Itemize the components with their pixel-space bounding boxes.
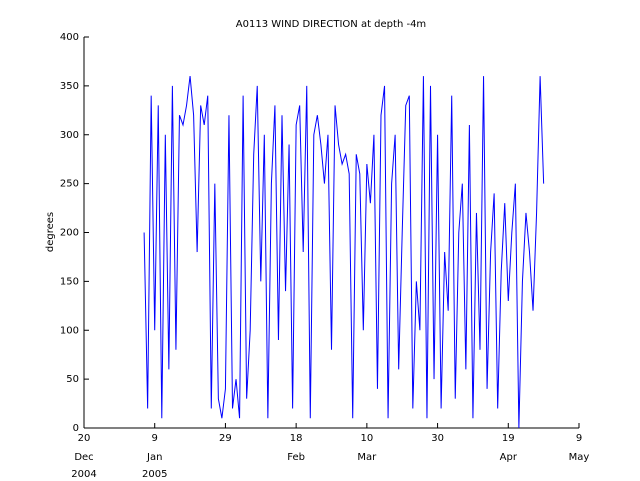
y-tick-label: 0 xyxy=(73,423,79,434)
data-line xyxy=(143,76,545,429)
x-tick-label: 30 xyxy=(431,433,444,444)
chart-title: A0113 WIND DIRECTION at depth -4m xyxy=(236,19,426,30)
x-tick-label: 29 xyxy=(219,433,232,444)
y-tick-label: 200 xyxy=(60,228,79,239)
x-tick-label: 20 xyxy=(78,433,91,444)
x-month-label: Dec xyxy=(74,452,93,463)
x-month-label: Apr xyxy=(500,452,518,463)
y-tick-label: 250 xyxy=(60,179,79,190)
x-tick-label: 9 xyxy=(152,433,158,444)
y-tick-label: 100 xyxy=(60,325,79,336)
x-year-label: 2005 xyxy=(142,469,167,480)
x-tick-label: 18 xyxy=(290,433,303,444)
x-tick-label: 19 xyxy=(502,433,515,444)
x-tick-label: 10 xyxy=(360,433,373,444)
y-tick-label: 400 xyxy=(60,32,79,43)
y-axis-label: degrees xyxy=(45,212,56,252)
y-tick-label: 150 xyxy=(60,276,79,287)
x-tick-label: 9 xyxy=(576,433,582,444)
x-month-label: Feb xyxy=(287,452,305,463)
x-month-label: May xyxy=(569,452,590,463)
x-year-label: 2004 xyxy=(71,469,96,480)
x-month-label: Jan xyxy=(146,452,162,463)
y-tick-label: 350 xyxy=(60,81,79,92)
x-month-label: Mar xyxy=(357,452,377,463)
y-tick-label: 50 xyxy=(66,374,79,385)
y-tick-label: 300 xyxy=(60,130,79,141)
